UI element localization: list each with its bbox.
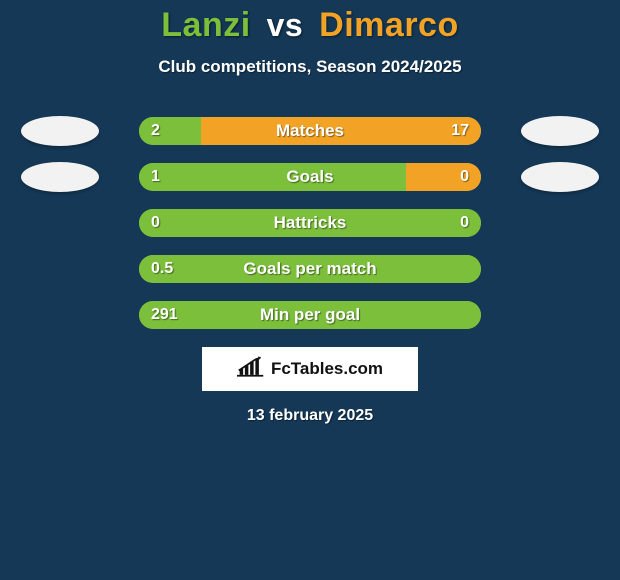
bar-track-matches: 2 17 Matches (139, 117, 481, 145)
avatar-left-placeholder (21, 162, 99, 192)
row-hattricks: 0 0 Hattricks (0, 209, 620, 237)
brand-box: FcTables.com (202, 347, 418, 391)
bar-left-gpm (139, 255, 481, 283)
bar-track-hattricks: 0 0 Hattricks (139, 209, 481, 237)
bar-left-mpg (139, 301, 481, 329)
val-left-hattricks: 0 (151, 209, 160, 237)
avatar-right-placeholder (521, 116, 599, 146)
val-left-mpg: 291 (151, 301, 178, 329)
title-vs: vs (267, 7, 304, 43)
val-left-matches: 2 (151, 117, 160, 145)
bar-right-goals (406, 163, 481, 191)
title-player1: Lanzi (161, 6, 250, 44)
bar-left-goals (139, 163, 406, 191)
date-text: 13 february 2025 (0, 407, 620, 425)
brand-text: FcTables.com (271, 359, 383, 379)
row-matches: 2 17 Matches (0, 117, 620, 145)
bar-track-mpg: 291 Min per goal (139, 301, 481, 329)
title-player2: Dimarco (319, 6, 459, 44)
avatar-left-placeholder (21, 116, 99, 146)
row-mpg: 291 Min per goal (0, 301, 620, 329)
comparison-infographic: Lanzi vs Dimarco Club competitions, Seas… (0, 0, 620, 580)
subtitle: Club competitions, Season 2024/2025 (0, 57, 620, 77)
val-right-matches: 17 (451, 117, 469, 145)
bar-track-gpm: 0.5 Goals per match (139, 255, 481, 283)
bar-right-matches (201, 117, 481, 145)
bars-area: 2 17 Matches 1 0 Goals 0 0 Ha (0, 117, 620, 329)
val-left-gpm: 0.5 (151, 255, 173, 283)
val-right-goals: 0 (460, 163, 469, 191)
val-left-goals: 1 (151, 163, 160, 191)
bar-left-matches (139, 117, 201, 145)
bar-track-goals: 1 0 Goals (139, 163, 481, 191)
row-gpm: 0.5 Goals per match (0, 255, 620, 283)
bar-left-hattricks (139, 209, 481, 237)
val-right-hattricks: 0 (460, 209, 469, 237)
page-title: Lanzi vs Dimarco (0, 0, 620, 45)
avatar-right-placeholder (521, 162, 599, 192)
row-goals: 1 0 Goals (0, 163, 620, 191)
bar-chart-icon (237, 356, 265, 383)
